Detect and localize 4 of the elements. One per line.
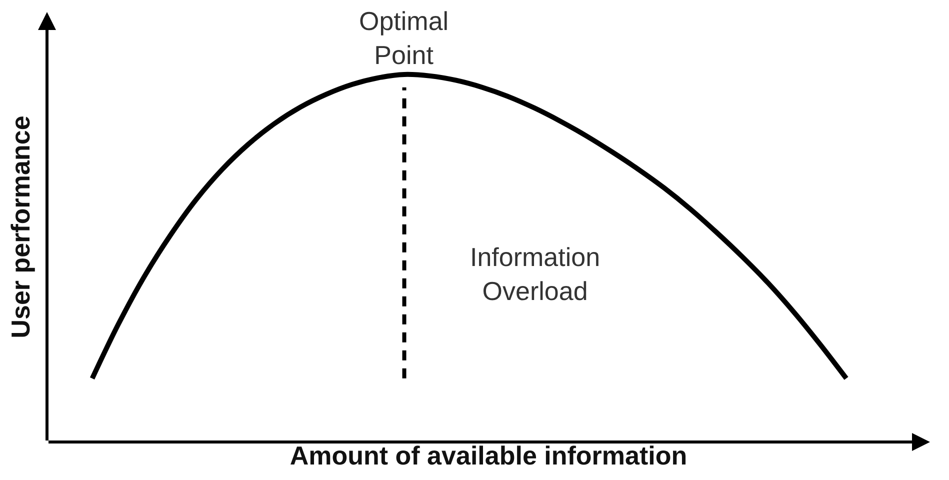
x-axis-title: Amount of available information bbox=[290, 440, 688, 471]
annotation: Information Overload bbox=[470, 242, 600, 306]
annotation: Optimal Point bbox=[359, 6, 449, 70]
y-axis-title: User performance bbox=[5, 116, 36, 338]
